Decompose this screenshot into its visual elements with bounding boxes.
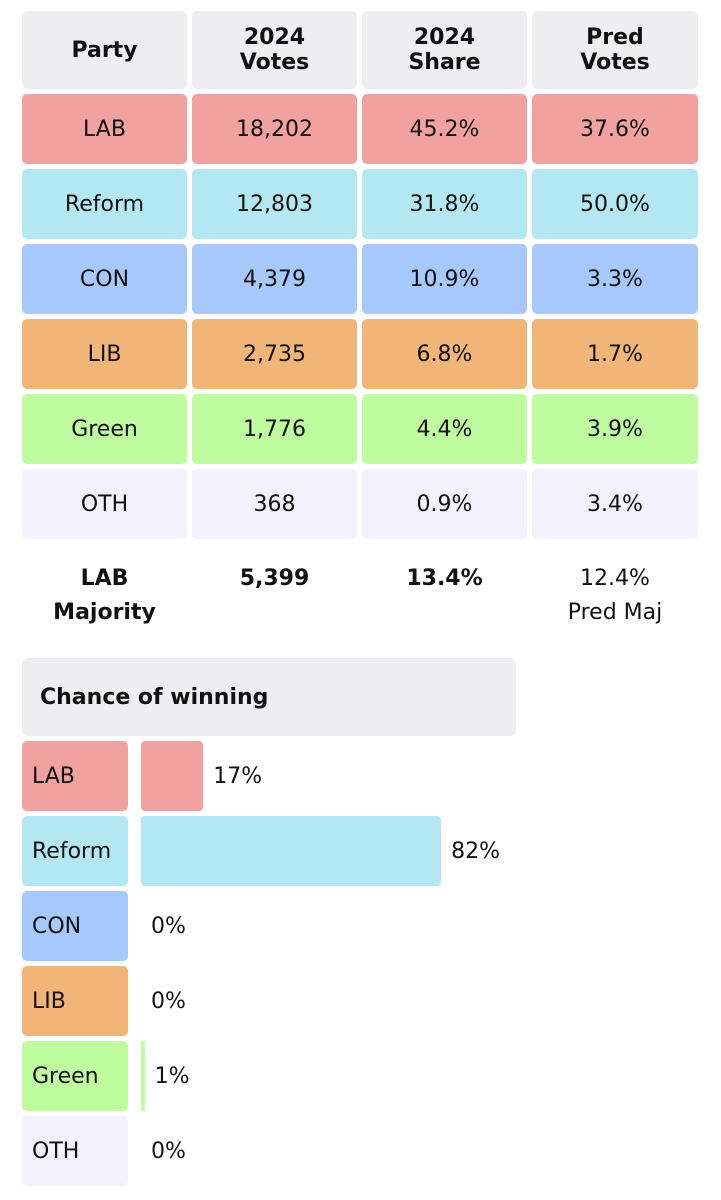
party-cell: LIB: [22, 319, 187, 389]
chance-value-label: 0%: [151, 1138, 186, 1164]
column-header: 2024 Share: [362, 11, 527, 89]
votes-2024-cell: 18,202: [192, 94, 357, 164]
pred-votes-cell: 50.0%: [532, 169, 698, 239]
pred-votes-cell-text: 3.3%: [587, 266, 643, 292]
party-cell-text: LIB: [87, 341, 122, 367]
share-2024-cell-text: 45.2%: [409, 116, 480, 142]
pred-votes-cell-text: 1.7%: [587, 341, 643, 367]
votes-2024-cell: 2,735: [192, 319, 357, 389]
party-cell: LAB: [22, 94, 187, 164]
majority-votes: 5,399: [239, 566, 310, 591]
column-header: Pred Votes: [532, 11, 698, 89]
votes-2024-cell-text: 368: [253, 491, 296, 517]
votes-2024-cell-text: 1,776: [243, 416, 306, 442]
column-header: Party: [22, 11, 187, 89]
party-cell-text: Reform: [64, 191, 145, 217]
chance-value-label: 0%: [151, 913, 186, 939]
pred-votes-cell-text: 3.9%: [587, 416, 643, 442]
party-cell: Reform: [22, 169, 187, 239]
share-2024-cell-text: 0.9%: [416, 491, 473, 517]
chance-bar: [141, 1041, 145, 1111]
party-cell-text: OTH: [80, 491, 129, 517]
share-2024-cell: 31.8%: [362, 169, 527, 239]
party-cell: CON: [22, 244, 187, 314]
column-header-text: Pred Votes: [580, 25, 650, 75]
column-header-text: Party: [71, 37, 138, 63]
party-label: OTH: [22, 1116, 128, 1186]
chance-title-text: Chance of winning: [40, 684, 269, 710]
chance-bar: [141, 816, 442, 886]
party-label: CON: [22, 891, 128, 961]
pred-votes-cell-text: 37.6%: [580, 116, 650, 142]
share-2024-cell: 0.9%: [362, 469, 527, 539]
pred-votes-cell: 37.6%: [532, 94, 698, 164]
pred-votes-cell: 1.7%: [532, 319, 698, 389]
votes-2024-cell: 4,379: [192, 244, 357, 314]
party-label: Reform: [22, 816, 128, 886]
share-2024-cell-text: 4.4%: [416, 416, 473, 442]
party-label: LAB: [22, 741, 128, 811]
pred-votes-cell: 3.3%: [532, 244, 698, 314]
votes-2024-cell: 12,803: [192, 169, 357, 239]
share-2024-cell-text: 6.8%: [416, 341, 473, 367]
chance-value-label: 1%: [154, 1063, 190, 1089]
share-2024-cell: 10.9%: [362, 244, 527, 314]
party-cell: Green: [22, 394, 187, 464]
party-label: Green: [22, 1041, 128, 1111]
share-2024-cell-text: 10.9%: [409, 266, 480, 292]
party-cell-text: CON: [79, 266, 130, 292]
share-2024-cell: 45.2%: [362, 94, 527, 164]
share-2024-cell: 4.4%: [362, 394, 527, 464]
predicted-majority: 12.4% Pred Maj: [567, 566, 663, 625]
column-header-text: 2024 Votes: [239, 25, 310, 75]
pred-votes-cell: 3.4%: [532, 469, 698, 539]
pred-votes-cell-text: 50.0%: [580, 191, 650, 217]
column-header: 2024 Votes: [192, 11, 357, 89]
votes-2024-cell-text: 4,379: [243, 266, 306, 292]
column-header-text: 2024 Share: [408, 25, 481, 75]
party-cell-text: LAB: [83, 116, 126, 142]
majority-share: 13.4%: [406, 566, 483, 591]
chance-of-winning-title: Chance of winning: [22, 658, 516, 736]
chance-value-label: 82%: [451, 838, 501, 864]
votes-2024-cell-text: 2,735: [243, 341, 306, 367]
share-2024-cell-text: 31.8%: [409, 191, 480, 217]
share-2024-cell: 6.8%: [362, 319, 527, 389]
votes-2024-cell: 1,776: [192, 394, 357, 464]
party-cell-text: Green: [71, 416, 138, 442]
majority-label: LAB Majority: [53, 566, 156, 625]
votes-2024-cell: 368: [192, 469, 357, 539]
pred-votes-cell: 3.9%: [532, 394, 698, 464]
chance-value-label: 17%: [213, 763, 263, 789]
party-cell: OTH: [22, 469, 187, 539]
chance-bar: [141, 741, 204, 811]
pred-votes-cell-text: 3.4%: [587, 491, 643, 517]
votes-2024-cell-text: 12,803: [236, 191, 313, 217]
party-label: LIB: [22, 966, 128, 1036]
votes-2024-cell-text: 18,202: [236, 116, 313, 142]
chance-value-label: 0%: [151, 988, 186, 1014]
